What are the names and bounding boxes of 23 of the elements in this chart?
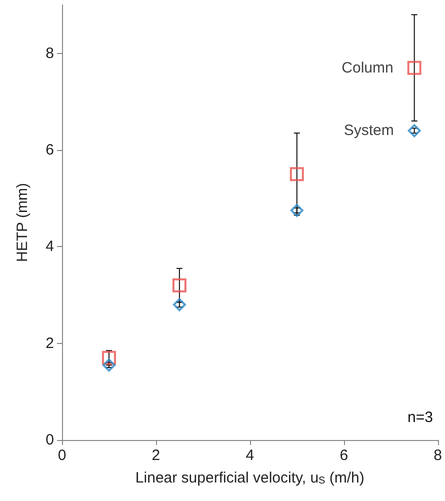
point [290,167,304,182]
y-tick-label: 4 [46,238,54,256]
x-tick-label: 0 [58,447,66,464]
y-tick-label: 2 [46,334,54,352]
point [102,350,116,365]
series-label: Column [342,59,394,76]
y-tick-label: 8 [46,44,54,62]
y-axis-title: HETP (mm) [14,183,31,262]
x-tick-label: 8 [434,447,442,464]
point [172,278,186,292]
series-label: System [344,122,394,140]
x-tick-label: 4 [246,447,254,464]
point [172,298,186,312]
point [407,60,422,75]
y-tick-label: 6 [46,142,54,158]
x-tick-label: 2 [152,447,160,464]
point [290,204,304,217]
point [102,358,116,372]
point [408,124,421,138]
annotation: n=3 [408,409,434,426]
x-tick-label: 6 [340,447,348,464]
x-axis-title: Linear superficial velocity, uS (m/h) [135,470,364,486]
y-tick-label: 0 [46,432,54,448]
